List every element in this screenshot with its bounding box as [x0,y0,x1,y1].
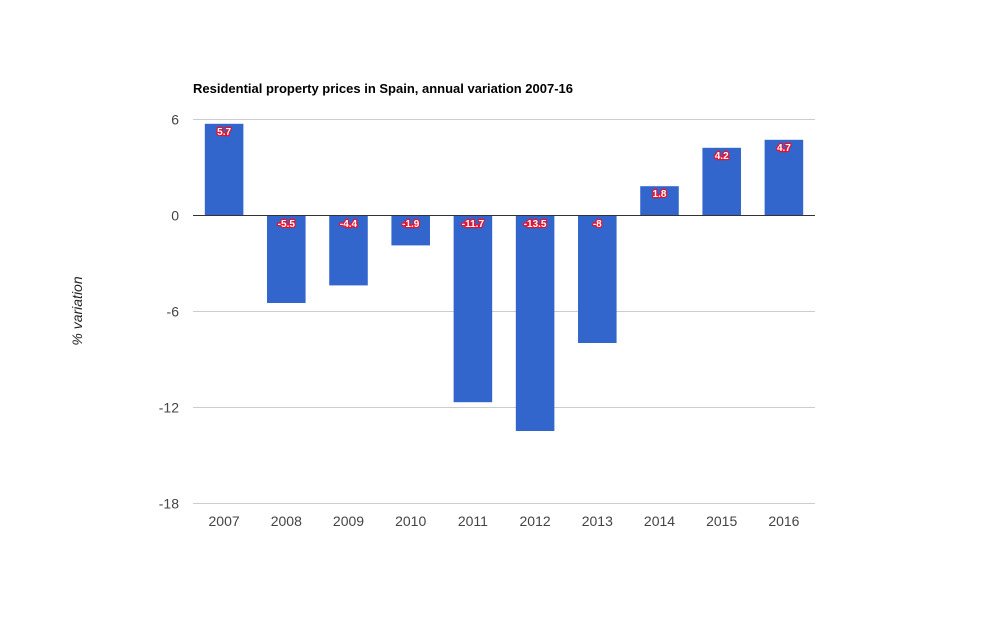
x-axis-ticks: 2007 2008 2009 2010 2011 2012 2013 2014 2015 2016 [209,513,800,529]
y-tick-label: 6 [171,112,179,128]
bar [453,215,493,403]
chart-title: Residential property prices in Spain, an… [193,81,573,96]
x-tick-label: 2011 [458,513,488,529]
x-tick-label: 2012 [520,513,551,529]
data-label: 4.2 [715,151,729,162]
y-axis-ticks: 6 0 -6 -12 -18 [159,112,179,512]
y-tick-label: -6 [167,304,180,320]
y-tick-label: 0 [171,208,179,224]
data-label: -5.5 [278,219,296,230]
x-tick-label: 2014 [644,513,675,529]
data-label: -11.7 [462,219,485,230]
bars [204,123,804,431]
data-label: 4.7 [777,143,791,154]
data-label: -8 [593,219,602,230]
data-label: -4.4 [340,219,358,230]
x-tick-label: 2008 [271,513,302,529]
bar [764,139,804,215]
bar [267,215,306,303]
y-tick-label: -12 [159,400,179,416]
data-label: 5.7 [217,127,231,138]
x-tick-label: 2010 [395,513,426,529]
gridlines [193,119,815,504]
bar [391,215,430,246]
y-axis-label: % variation [69,276,85,345]
bar [702,147,741,215]
bar [515,215,555,431]
bar [640,186,679,215]
y-tick-label: -18 [159,496,179,512]
data-label: -1.9 [402,219,420,230]
data-labels: 5.7 -5.5 -4.4 -1.9 -11.7 -13.5 -8 1.8 4.2 4.7 [216,126,793,232]
x-tick-label: 2007 [209,513,240,529]
data-label: 1.8 [653,189,667,200]
bar [204,123,244,215]
x-tick-label: 2009 [333,513,364,529]
x-tick-label: 2015 [706,513,737,529]
x-tick-label: 2016 [768,513,799,529]
data-label: -13.5 [524,219,547,230]
bar [578,215,617,343]
bar [329,215,368,286]
x-tick-label: 2013 [582,513,613,529]
